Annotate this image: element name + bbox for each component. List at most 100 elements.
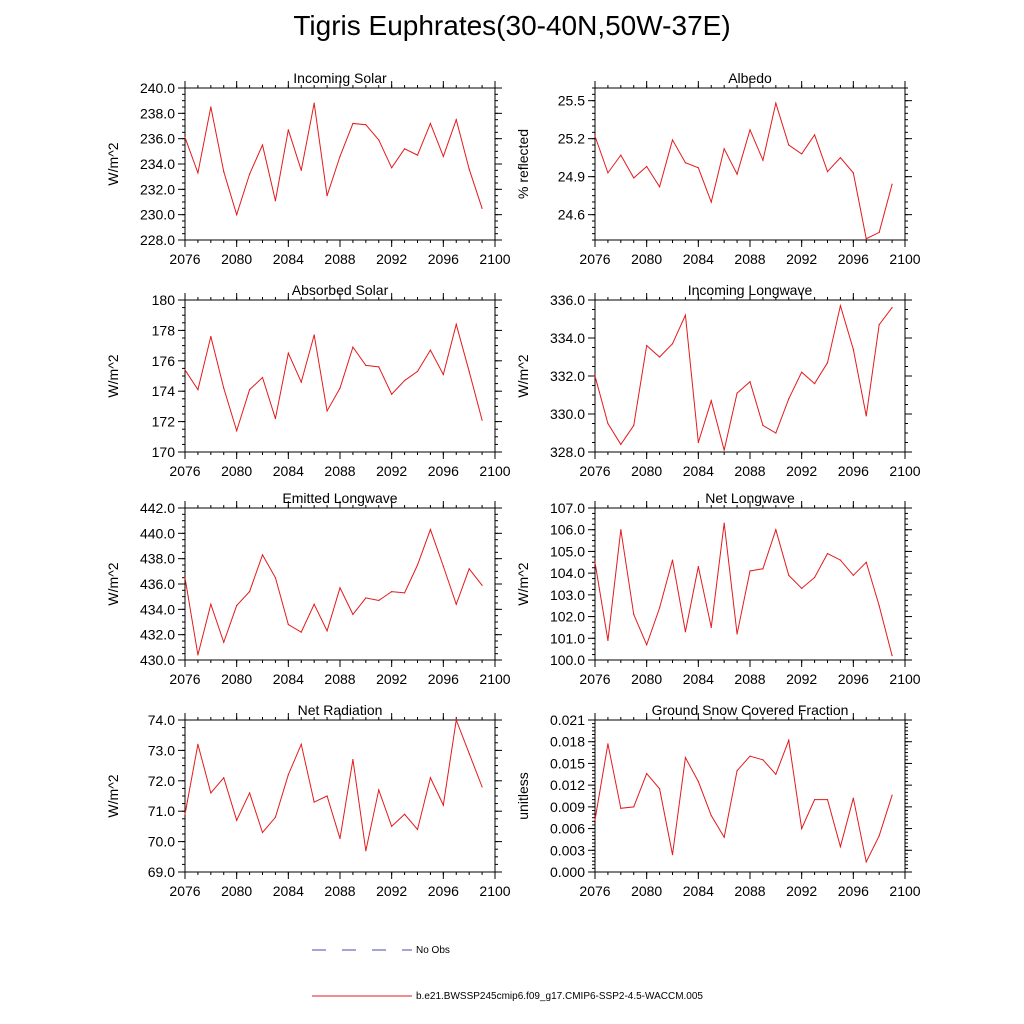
incoming-solar-title: Incoming Solar [293,70,387,86]
absorbed-solar-point [326,410,328,412]
emitted-longwave-ytick-label: 436.0 [140,576,175,592]
incoming-longwave-point [633,424,635,426]
incoming-solar-point [403,148,406,150]
net-longwave-ytick-label: 107.0 [550,500,585,516]
albedo-point [607,172,609,174]
net-longwave-xtick-label: 2100 [889,671,920,687]
net-longwave-point [839,559,842,561]
ground-snow-covered-fraction-point [594,819,596,821]
emitted-longwave-point [248,591,251,593]
net-longwave-point [658,607,661,609]
net-radiation-ytick-label: 71.0 [148,803,175,819]
ground-snow-covered-fraction-point [646,772,648,775]
absorbed-solar-point [442,373,444,376]
ground-snow-covered-fraction-xtick-label: 2084 [683,883,714,899]
incoming-solar-ytick-label: 234.0 [140,156,175,172]
net-longwave-point [607,639,609,642]
emitted-longwave-xtick-label: 2100 [479,671,510,687]
absorbed-solar-ticks [178,293,502,459]
chart-albedo: Albedo % reflected 24.6 24.9 25.2 25.5 2076 208… [515,70,921,267]
albedo-point [697,167,699,169]
chart-net-radiation: Net Radiation W/m^2 69.0 70.0 71.0 72.0 73.0 74… [105,702,511,899]
ground-snow-covered-fraction-point [891,794,893,796]
absorbed-solar-point [352,346,354,348]
albedo-point [710,201,712,203]
albedo-point [749,129,751,131]
absorbed-solar-xtick-label: 2096 [428,463,459,479]
net-longwave-ytick-label: 104.0 [550,565,585,581]
emitted-longwave-point [416,564,419,566]
incoming-solar-point [236,214,238,216]
emitted-longwave-ytick-label: 430.0 [140,652,175,668]
incoming-longwave-xtick-label: 2096 [838,463,869,479]
incoming-longwave-point [658,356,661,358]
absorbed-solar-point [248,389,251,391]
incoming-solar-point [429,122,432,125]
absorbed-solar-point [197,389,199,391]
net-radiation-point [468,752,470,755]
incoming-longwave-xtick-label: 2084 [683,463,714,479]
net-radiation-point [236,819,238,821]
net-radiation-point [210,792,212,794]
incoming-longwave-point [865,415,867,417]
incoming-solar-points [184,102,483,216]
net-longwave-point [697,566,699,568]
incoming-longwave-points [594,305,893,451]
albedo-xtick-label: 2080 [631,251,662,267]
incoming-solar-point [261,144,264,146]
emitted-longwave-point [365,597,367,599]
incoming-solar-ytick-label: 230.0 [140,207,175,223]
emitted-longwave-ytick-label: 432.0 [140,627,175,643]
albedo-point [865,238,867,240]
net-radiation-point [326,795,328,797]
absorbed-solar-xtick-label: 2100 [479,463,510,479]
albedo-point [775,102,777,104]
emitted-longwave-point [352,613,354,615]
ground-snow-covered-fraction-point [775,773,777,775]
net-radiation-point [223,777,225,779]
net-radiation-ytick-label: 74.0 [148,712,175,728]
incoming-longwave-point [775,432,777,434]
incoming-solar-point [455,119,457,121]
emitted-longwave-point [391,591,393,593]
net-longwave-point [801,587,803,589]
ground-snow-covered-fraction-ytick-label: 0.012 [550,777,585,793]
incoming-solar-ylabel: W/m^2 [105,142,121,185]
net-radiation-point [248,792,251,794]
net-longwave-title: Net Longwave [705,490,795,506]
absorbed-solar-point [184,369,186,371]
incoming-solar-point [378,139,380,141]
net-radiation-xtick-label: 2100 [479,883,510,899]
net-longwave-point [826,553,829,555]
absorbed-solar-point [300,381,302,383]
net-longwave-ytick-label: 100.0 [550,652,585,668]
net-radiation-point [339,837,341,840]
ground-snow-covered-fraction-title: Ground Snow Covered Fraction [652,702,849,718]
chart-ground-snow-covered-fraction: Ground Snow Covered Fraction unitless 0.00… [515,702,921,899]
albedo-xtick-label: 2092 [786,251,817,267]
ground-snow-covered-fraction-series-line [594,738,893,864]
incoming-longwave-point [788,398,790,400]
albedo-ytick-label: 25.5 [558,93,585,109]
incoming-longwave-ytick-label: 330.0 [550,406,585,422]
albedo-point [891,183,893,185]
net-radiation-plot-frame [184,719,496,873]
albedo-point [620,154,622,156]
albedo-point [684,162,687,164]
incoming-solar-point [416,154,419,156]
net-longwave-xtick-label: 2092 [786,671,817,687]
incoming-longwave-ytick-label: 336.0 [550,292,585,308]
chart-incoming-solar: Incoming Solar W/m^2 228.0 230.0 232.0 234.0 2… [105,70,511,267]
ground-snow-covered-fraction-point [723,836,725,838]
net-radiation-ylabel: W/m^2 [105,774,121,817]
albedo-point [658,186,661,188]
albedo-point [633,177,635,179]
emitted-longwave-xtick-label: 2080 [221,671,252,687]
net-radiation-point [300,743,302,745]
incoming-solar-xtick-label: 2100 [479,251,510,267]
incoming-longwave-point [646,345,648,347]
emitted-longwave-xtick-label: 2084 [273,671,304,687]
absorbed-solar-point [236,430,238,432]
albedo-point [801,153,803,155]
